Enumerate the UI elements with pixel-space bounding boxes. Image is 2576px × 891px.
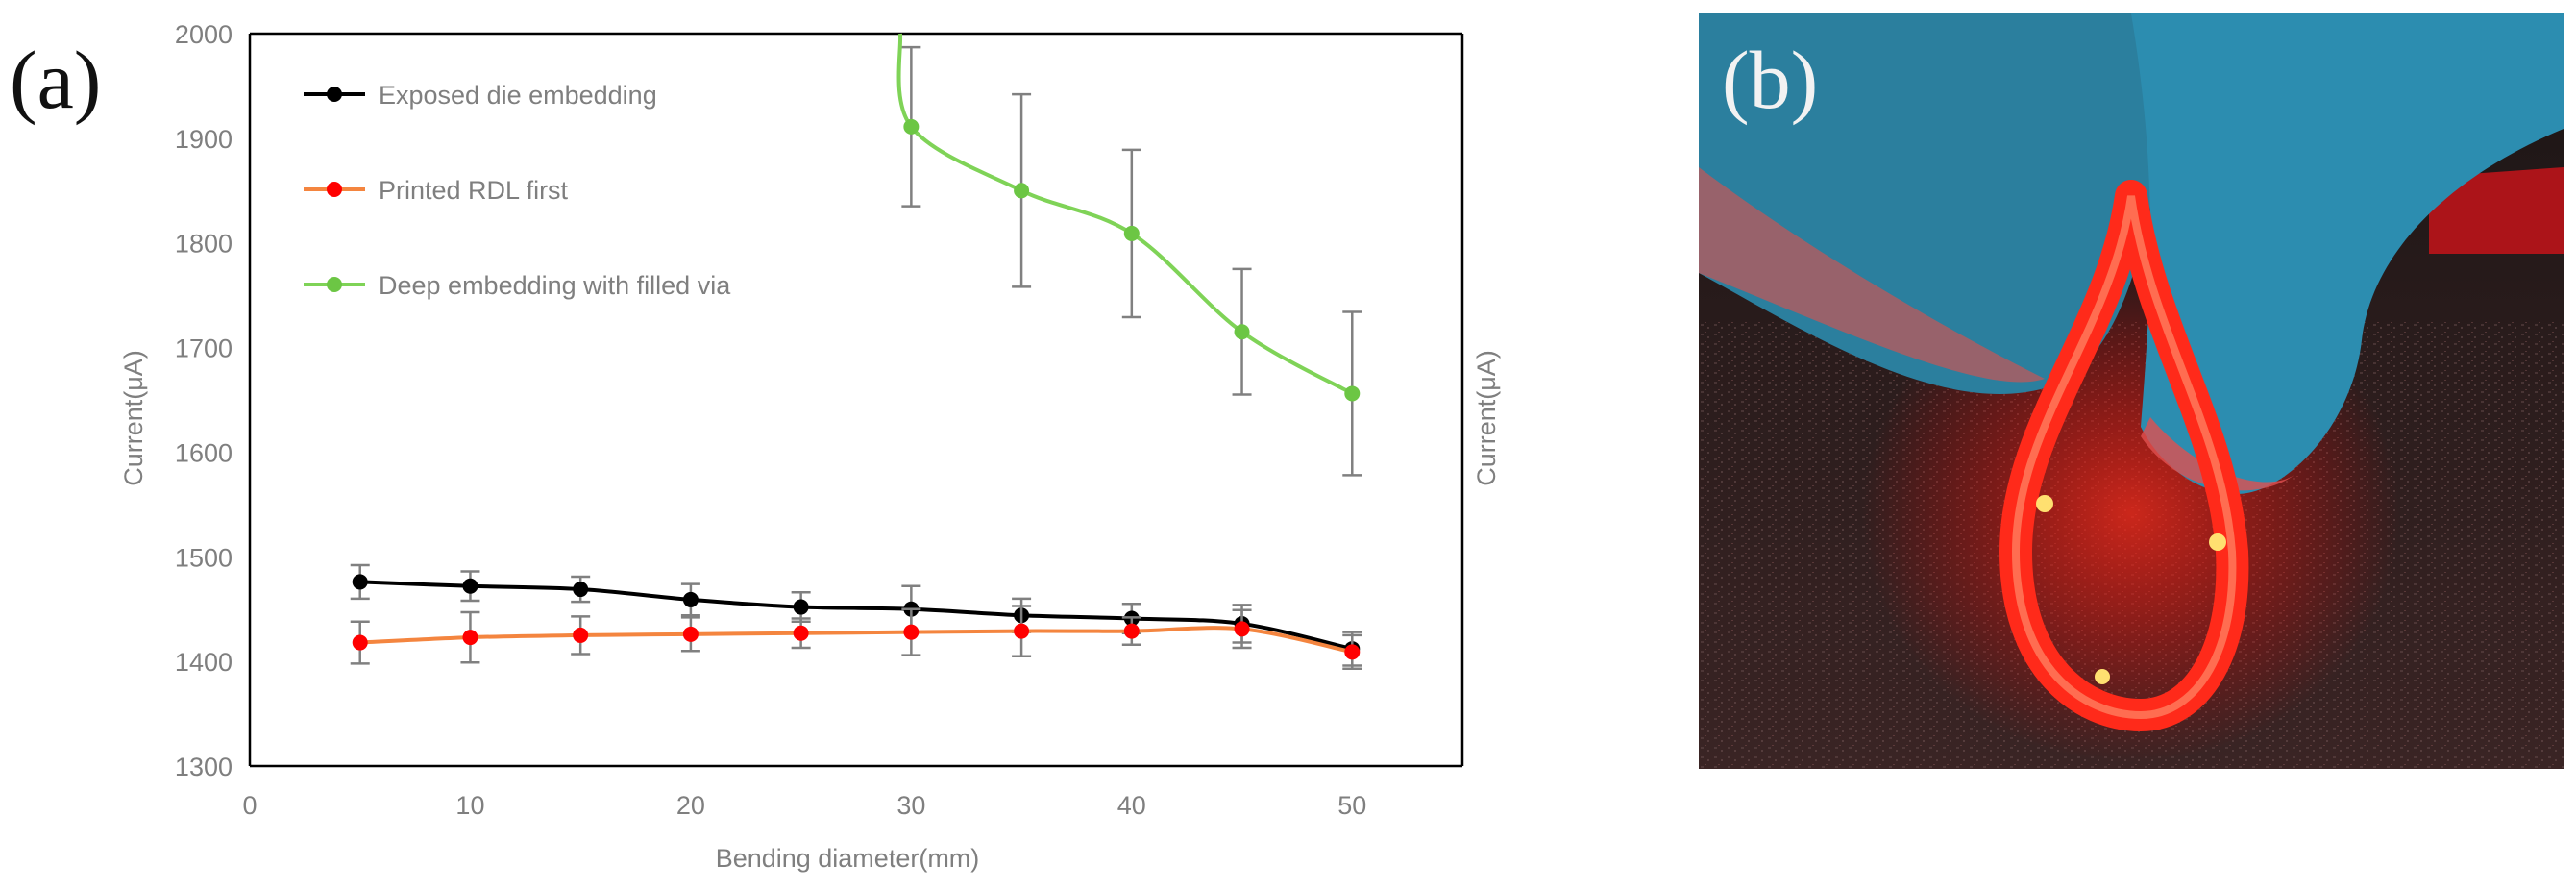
chart-axes: 1300 1400 1500 1600 1700 1800 1900 2000 0 10 20 30 4… bbox=[175, 20, 1464, 820]
data-point bbox=[682, 626, 699, 642]
data-point bbox=[1014, 623, 1030, 639]
data-point bbox=[573, 627, 589, 643]
data-point bbox=[793, 625, 809, 641]
panel-label-b: (b) bbox=[1722, 34, 1819, 126]
x-tick-label: 20 bbox=[676, 791, 705, 820]
x-tick-label: 30 bbox=[896, 791, 925, 820]
x-tick-label: 0 bbox=[242, 791, 257, 820]
chart-legend: Exposed die embedding Printed RDL first De… bbox=[304, 81, 731, 300]
y-axis-label: Current(μA) bbox=[119, 350, 148, 486]
data-point bbox=[793, 599, 809, 615]
legend-swatch-marker bbox=[327, 277, 342, 292]
y-tick-label: 1900 bbox=[175, 125, 233, 154]
data-point bbox=[352, 574, 368, 590]
data-point bbox=[682, 591, 699, 607]
y-tick-label: 1700 bbox=[175, 334, 233, 363]
y-tick-label: 1800 bbox=[175, 230, 233, 259]
data-point bbox=[1234, 324, 1250, 340]
data-point bbox=[1123, 225, 1140, 241]
y-tick-label: 1300 bbox=[175, 753, 233, 781]
x-axis-label: Bending diameter(mm) bbox=[716, 844, 980, 873]
legend-label: Deep embedding with filled via bbox=[379, 271, 731, 300]
data-point bbox=[903, 118, 920, 135]
data-point bbox=[1234, 621, 1250, 637]
series-line bbox=[359, 580, 1353, 652]
legend-swatch-marker bbox=[327, 87, 342, 102]
x-tick-label: 10 bbox=[455, 791, 484, 820]
plot-frame bbox=[249, 33, 1463, 767]
line-chart: 1300 1400 1500 1600 1700 1800 1900 2000 0 10 20 30 4… bbox=[119, 20, 1501, 873]
series-1 bbox=[350, 605, 1362, 671]
data-point bbox=[1344, 644, 1361, 660]
data-point bbox=[352, 634, 368, 651]
x-tick-label: 50 bbox=[1337, 791, 1366, 820]
series-line bbox=[359, 626, 1353, 655]
series-line bbox=[896, 33, 1354, 396]
data-point bbox=[462, 630, 478, 646]
chart-series-layer bbox=[350, 33, 1362, 671]
legend-label: Printed RDL first bbox=[379, 176, 569, 205]
data-point bbox=[903, 624, 920, 640]
data-point bbox=[1123, 623, 1140, 639]
right-y-axis-label: Current(μA) bbox=[1472, 350, 1501, 486]
y-tick-label: 1500 bbox=[175, 543, 233, 572]
series-0 bbox=[350, 563, 1362, 667]
y-tick-label: 1600 bbox=[175, 438, 233, 467]
series-2 bbox=[896, 33, 1362, 477]
led-strip-photo-icon bbox=[1699, 13, 2564, 769]
y-tick-label: 1400 bbox=[175, 648, 233, 677]
panel-label-a: (a) bbox=[10, 34, 102, 126]
data-point bbox=[462, 578, 478, 594]
data-point bbox=[573, 582, 589, 598]
flexible-led-photo bbox=[1699, 13, 2564, 769]
y-tick-label: 2000 bbox=[175, 20, 233, 49]
data-point bbox=[1014, 183, 1030, 199]
legend-swatch-marker bbox=[327, 182, 342, 197]
x-tick-label: 40 bbox=[1117, 791, 1146, 820]
data-point bbox=[1344, 385, 1361, 402]
legend-label: Exposed die embedding bbox=[379, 81, 657, 110]
